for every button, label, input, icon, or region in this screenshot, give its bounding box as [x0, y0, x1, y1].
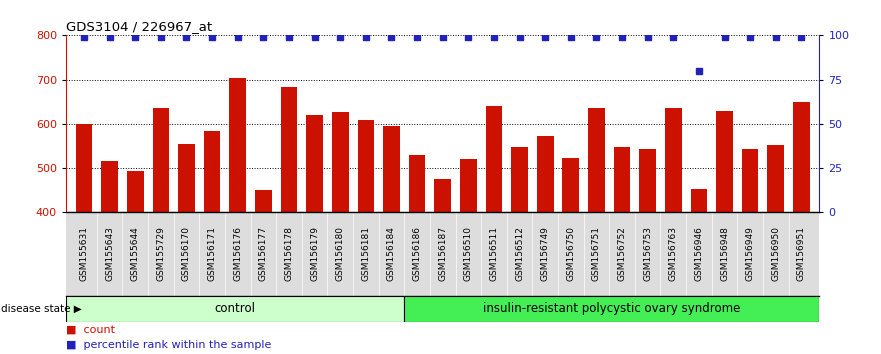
Text: GSM156184: GSM156184: [387, 227, 396, 281]
Bar: [562, 158, 579, 354]
Text: GSM156180: GSM156180: [336, 227, 344, 281]
Text: GSM156763: GSM156763: [669, 227, 677, 281]
Bar: [204, 131, 220, 354]
Text: GSM155644: GSM155644: [130, 227, 140, 281]
Bar: [485, 106, 502, 354]
Bar: [178, 144, 195, 354]
Bar: [76, 124, 93, 354]
Bar: [793, 102, 810, 354]
Bar: [358, 120, 374, 354]
Bar: [307, 115, 323, 354]
Text: GSM156749: GSM156749: [541, 227, 550, 281]
Bar: [66, 296, 403, 322]
Bar: [614, 147, 631, 354]
Bar: [255, 190, 271, 354]
Bar: [281, 87, 297, 354]
Text: GSM156946: GSM156946: [694, 227, 703, 281]
Bar: [127, 171, 144, 354]
Bar: [460, 159, 477, 354]
Text: GDS3104 / 226967_at: GDS3104 / 226967_at: [66, 20, 212, 33]
Bar: [691, 189, 707, 354]
Bar: [152, 108, 169, 354]
Text: GSM156179: GSM156179: [310, 227, 319, 281]
Bar: [101, 161, 118, 354]
Text: GSM155729: GSM155729: [156, 227, 166, 281]
Text: GSM155631: GSM155631: [79, 227, 88, 281]
Bar: [332, 112, 349, 354]
Text: GSM156186: GSM156186: [412, 227, 422, 281]
Bar: [537, 136, 553, 354]
Bar: [409, 155, 426, 354]
Text: GSM156171: GSM156171: [208, 227, 217, 281]
Bar: [742, 149, 759, 354]
Text: disease state ▶: disease state ▶: [1, 304, 82, 314]
Text: GSM156176: GSM156176: [233, 227, 242, 281]
Text: ■  percentile rank within the sample: ■ percentile rank within the sample: [66, 341, 271, 350]
Text: control: control: [214, 302, 255, 315]
Text: GSM156512: GSM156512: [515, 227, 524, 281]
Text: GSM156511: GSM156511: [490, 227, 499, 281]
Text: GSM156177: GSM156177: [259, 227, 268, 281]
Bar: [229, 78, 246, 354]
Text: GSM156510: GSM156510: [463, 227, 473, 281]
Text: GSM156170: GSM156170: [182, 227, 191, 281]
Bar: [640, 149, 656, 354]
Bar: [589, 108, 604, 354]
Text: GSM156181: GSM156181: [361, 227, 370, 281]
Bar: [511, 147, 528, 354]
Text: GSM156753: GSM156753: [643, 227, 652, 281]
Text: GSM156187: GSM156187: [438, 227, 448, 281]
Text: GSM156948: GSM156948: [720, 227, 729, 281]
Bar: [665, 108, 682, 354]
Text: GSM156949: GSM156949: [745, 227, 755, 281]
Text: GSM156752: GSM156752: [618, 227, 626, 281]
Bar: [403, 296, 819, 322]
Text: GSM156951: GSM156951: [797, 227, 806, 281]
Bar: [383, 126, 400, 354]
Text: GSM156750: GSM156750: [566, 227, 575, 281]
Text: GSM155643: GSM155643: [105, 227, 115, 281]
Text: ■  count: ■ count: [66, 325, 115, 335]
Bar: [434, 179, 451, 354]
Bar: [767, 145, 784, 354]
Bar: [716, 110, 733, 354]
Text: insulin-resistant polycystic ovary syndrome: insulin-resistant polycystic ovary syndr…: [483, 302, 740, 315]
Text: GSM156178: GSM156178: [285, 227, 293, 281]
Text: GSM156751: GSM156751: [592, 227, 601, 281]
Text: GSM156950: GSM156950: [771, 227, 781, 281]
